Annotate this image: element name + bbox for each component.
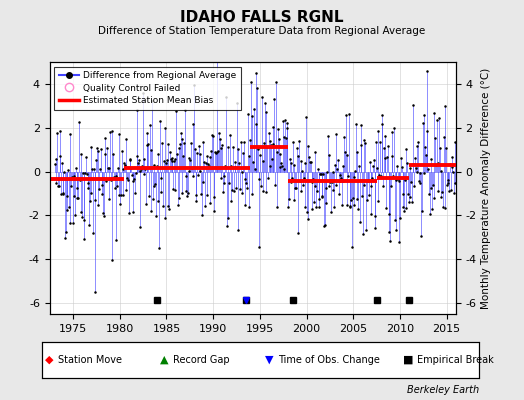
Text: Time of Obs. Change: Time of Obs. Change bbox=[278, 355, 379, 365]
Text: Station Move: Station Move bbox=[58, 355, 122, 365]
Text: Berkeley Earth: Berkeley Earth bbox=[407, 385, 479, 395]
Text: Empirical Break: Empirical Break bbox=[417, 355, 493, 365]
Text: ▼: ▼ bbox=[265, 355, 273, 365]
Text: Difference of Station Temperature Data from Regional Average: Difference of Station Temperature Data f… bbox=[99, 26, 425, 36]
Text: IDAHO FALLS RGNL: IDAHO FALLS RGNL bbox=[180, 10, 344, 25]
Legend: Difference from Regional Average, Quality Control Failed, Estimated Station Mean: Difference from Regional Average, Qualit… bbox=[54, 66, 241, 110]
Text: ■: ■ bbox=[403, 355, 414, 365]
Text: Record Gap: Record Gap bbox=[173, 355, 230, 365]
Text: ◆: ◆ bbox=[45, 355, 53, 365]
Text: ▲: ▲ bbox=[160, 355, 168, 365]
Y-axis label: Monthly Temperature Anomaly Difference (°C): Monthly Temperature Anomaly Difference (… bbox=[481, 67, 491, 309]
